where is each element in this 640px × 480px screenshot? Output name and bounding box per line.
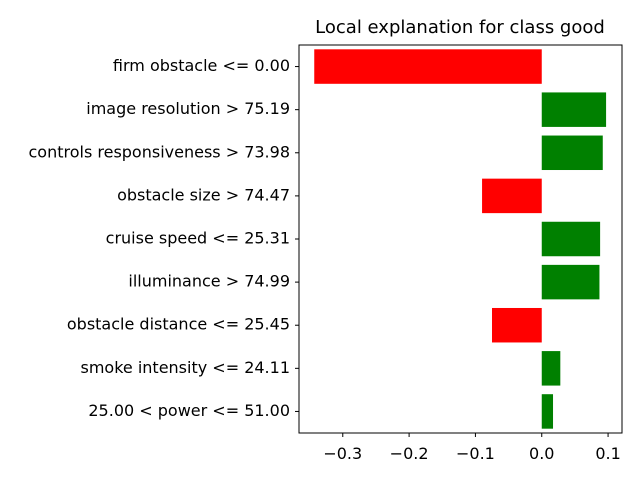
bar-4	[541, 221, 601, 257]
y-tick-label-8: 25.00 < power <= 51.00	[88, 401, 290, 420]
x-tick-label-2: −0.1	[456, 444, 495, 463]
x-ticks-layer: −0.3 −0.2 −0.1 0.0 0.1	[323, 433, 621, 463]
bar-1	[541, 92, 607, 127]
y-tick-label-6: obstacle distance <= 25.45	[67, 315, 290, 334]
x-tick-label-1: −0.2	[390, 444, 429, 463]
y-tick-label-4: cruise speed <= 25.31	[106, 229, 290, 248]
y-tick-label-0: firm obstacle <= 0.00	[113, 56, 290, 75]
bar-3	[482, 178, 542, 214]
bar-0	[314, 49, 542, 84]
y-tick-label-7: smoke intensity <= 24.11	[81, 358, 291, 377]
bar-7	[541, 351, 561, 386]
bar-5	[541, 264, 600, 300]
x-tick-label-0: −0.3	[323, 444, 362, 463]
bar-6	[492, 307, 542, 343]
bar-2	[541, 135, 603, 171]
y-tick-label-5: illuminance > 74.99	[128, 272, 290, 291]
chart-title: Local explanation for class good	[315, 17, 605, 38]
x-tick-label-3: 0.0	[529, 444, 554, 463]
bar-8	[541, 394, 554, 429]
bars-layer	[314, 49, 607, 429]
y-ticks-layer: firm obstacle <= 0.00 image resolution > …	[28, 56, 299, 420]
x-tick-label-4: 0.1	[595, 444, 620, 463]
y-tick-label-3: obstacle size > 74.47	[117, 185, 290, 204]
y-tick-label-1: image resolution > 75.19	[86, 99, 290, 118]
y-tick-label-2: controls responsiveness > 73.98	[28, 142, 290, 161]
